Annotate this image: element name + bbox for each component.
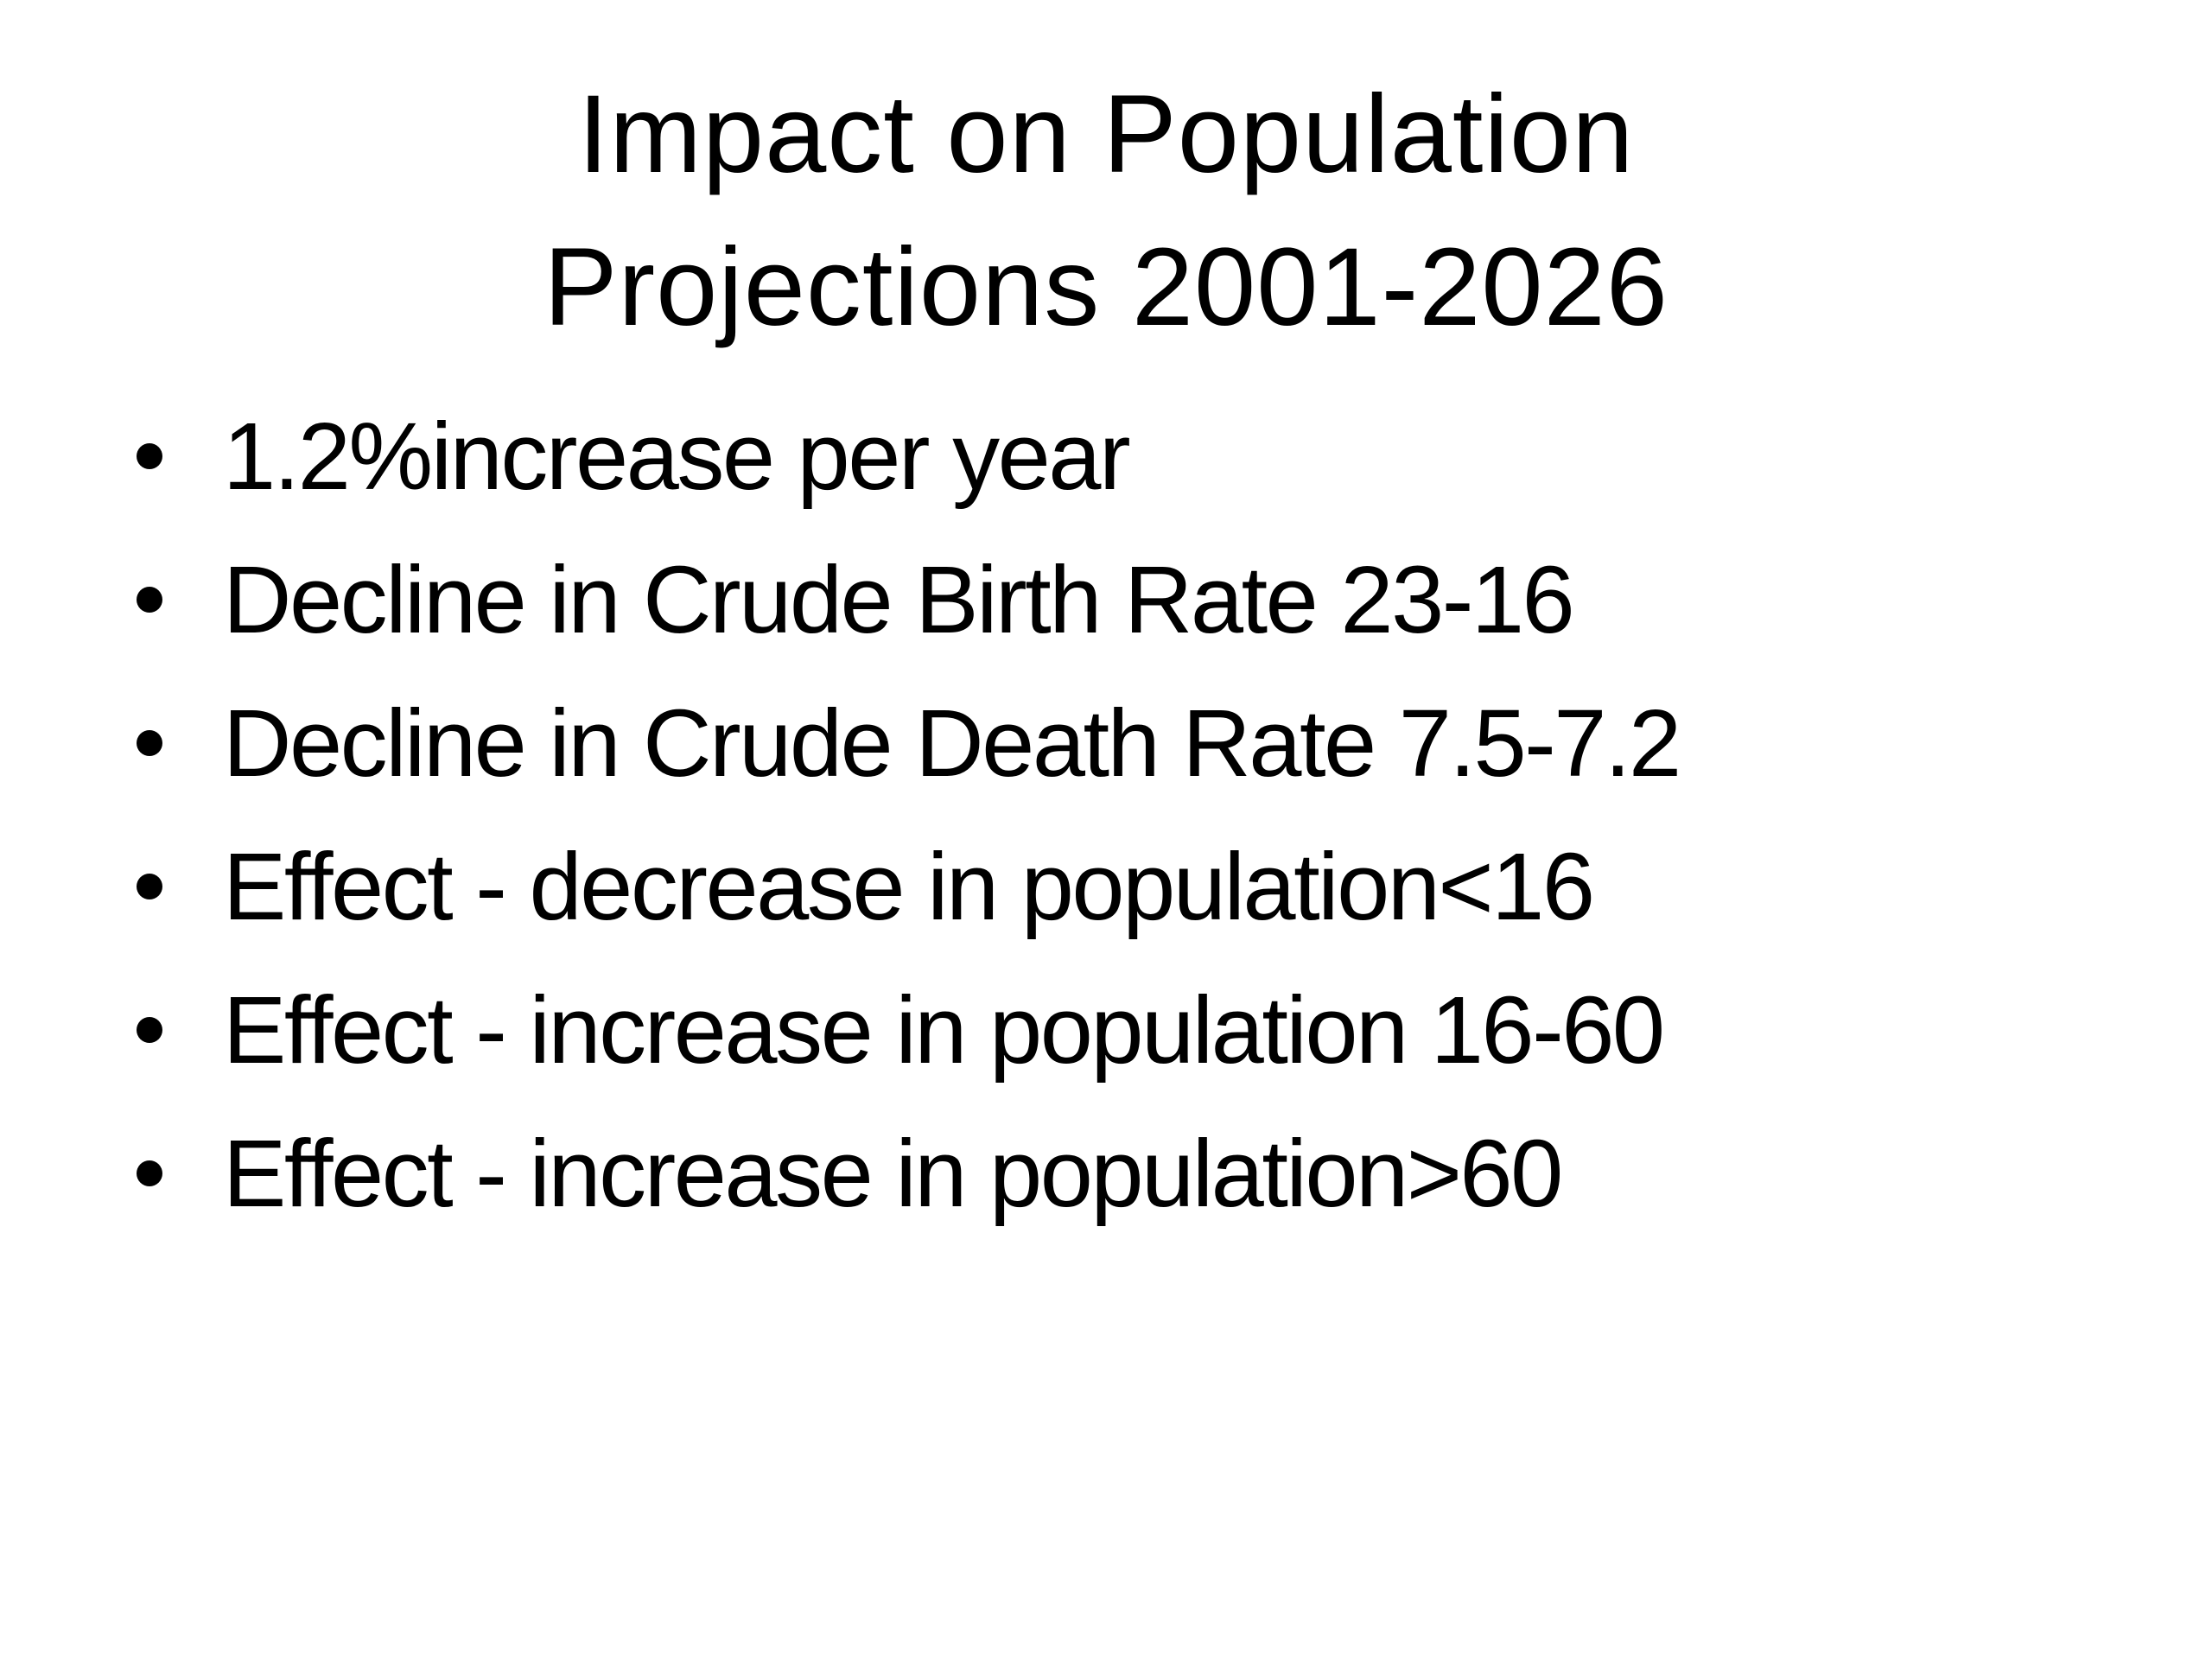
bullet-text: Effect - increase in population>60: [223, 1121, 1563, 1227]
bullet-marker-icon: [137, 587, 162, 613]
bullet-marker-icon: [137, 874, 162, 899]
slide-title: Impact on Population Projections 2001-20…: [0, 58, 2212, 364]
bullet-text: Effect - increase in population 16-60: [223, 977, 1665, 1084]
bullet-marker-icon: [137, 443, 162, 469]
bullet-marker-icon: [137, 730, 162, 756]
bullet-item: Effect - decrease in population<16: [0, 816, 2212, 959]
bullet-marker-icon: [137, 1160, 162, 1186]
slide-title-line-1: Impact on Population: [577, 73, 1635, 196]
bullet-text: Decline in Crude Birth Rate 23-16: [223, 547, 1575, 653]
bullet-list: 1.2%increase per year Decline in Crude B…: [0, 385, 2212, 1246]
bullet-marker-icon: [137, 1017, 162, 1043]
slide-title-line-2: Projections 2001-2026: [543, 226, 1669, 349]
bullet-item: Effect - increase in population>60: [0, 1103, 2212, 1246]
bullet-item: Effect - increase in population 16-60: [0, 959, 2212, 1103]
bullet-item: Decline in Crude Death Rate 7.5-7.2: [0, 672, 2212, 816]
bullet-item: 1.2%increase per year: [0, 385, 2212, 529]
bullet-text: Decline in Crude Death Rate 7.5-7.2: [223, 690, 1681, 797]
bullet-text: 1.2%increase per year: [223, 404, 1131, 510]
bullet-item: Decline in Crude Birth Rate 23-16: [0, 529, 2212, 672]
bullet-text: Effect - decrease in population<16: [223, 834, 1595, 940]
